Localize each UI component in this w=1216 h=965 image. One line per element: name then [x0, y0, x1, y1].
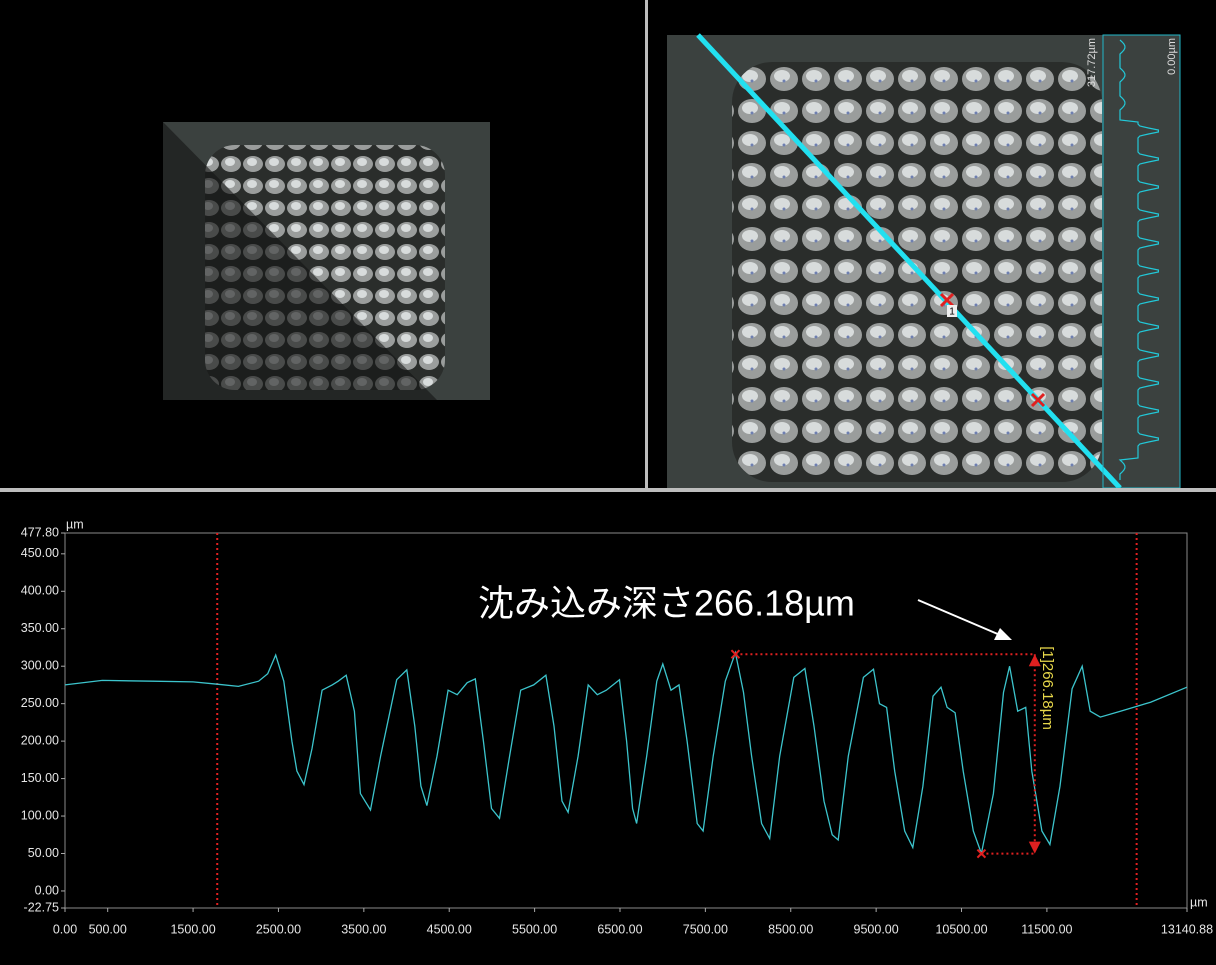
scale-max: 317.72µm	[1086, 38, 1098, 87]
x-tick-label: 1500.00	[170, 922, 215, 936]
x-tick-label: 13140.88	[1161, 922, 1213, 936]
y-tick-label: 150.00	[21, 771, 59, 785]
x-tick-label: 8500.00	[768, 922, 813, 936]
scale-min: 0.00µm	[1166, 38, 1178, 75]
y-tick-label: 450.00	[21, 546, 59, 560]
marker-label: 1	[949, 307, 955, 318]
arrowhead	[1029, 842, 1041, 854]
x-tick-label: 11500.00	[1021, 922, 1072, 936]
y-tick-label: 100.00	[21, 808, 59, 822]
annotation-arrow	[918, 600, 1000, 635]
x-unit: µm	[1190, 895, 1208, 909]
y-unit: µm	[66, 517, 84, 531]
x-tick-label: 500.00	[89, 922, 127, 936]
y-tick-label: 250.00	[21, 696, 59, 710]
annotation: 沈み込み深さ266.18µm	[478, 583, 855, 624]
y-tick-label: 200.00	[21, 733, 59, 747]
viewer: 1 317.72µm 0.00µm µm µm 沈み込み深さ266.18µm -…	[0, 0, 1216, 965]
x-tick-label: 2500.00	[256, 922, 301, 936]
x-tick-label: 9500.00	[854, 922, 899, 936]
y-tick-label: 350.00	[21, 621, 59, 635]
y-tick-label: -22.75	[24, 900, 59, 914]
y-tick-label: 400.00	[21, 584, 59, 598]
x-tick-label: 7500.00	[683, 922, 728, 936]
x-tick-label: 0.00	[53, 922, 77, 936]
splitter[interactable]	[0, 488, 1216, 492]
x-tick-label: 6500.00	[597, 922, 642, 936]
x-tick-label: 4500.00	[427, 922, 472, 936]
y-tick-label: 300.00	[21, 659, 59, 673]
screen: 1 317.72µm 0.00µm µm µm 沈み込み深さ266.18µm -…	[0, 0, 1216, 965]
x-tick-label: 3500.00	[341, 922, 386, 936]
y-tick-label: 0.00	[35, 883, 59, 897]
y-tick-label: 50.00	[28, 846, 59, 860]
x-tick-label: 5500.00	[512, 922, 557, 936]
profile-line	[65, 653, 1187, 854]
splitter[interactable]	[645, 0, 648, 488]
measure-label: [1]266.18µm	[1039, 646, 1056, 730]
x-tick-label: 10500.00	[935, 922, 987, 936]
y-tick-label: 477.80	[21, 525, 59, 539]
